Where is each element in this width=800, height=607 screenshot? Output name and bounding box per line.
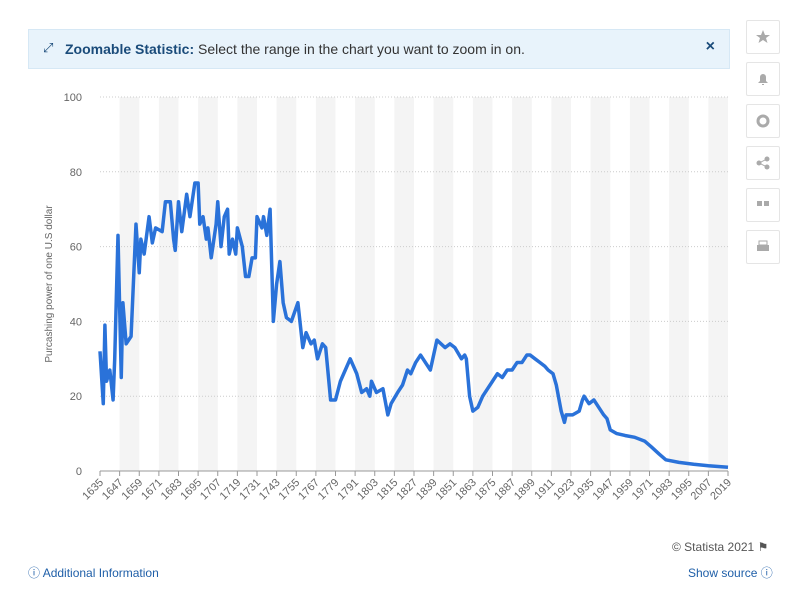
banner-message: Select the range in the chart you want t… [198,41,525,57]
zoom-icon: ⤢ [43,40,54,55]
alert-button[interactable] [746,62,780,96]
x-tick-label: 1827 [394,477,420,503]
favorite-button[interactable] [746,20,780,54]
share-button[interactable] [746,146,780,180]
column-band [708,97,728,471]
x-tick-label: 1815 [375,477,401,503]
banner-title: Zoomable Statistic: [65,41,195,57]
column-band [433,97,454,471]
x-tick-label: 1887 [492,477,518,503]
column-band [198,97,218,471]
x-tick-label: 1995 [669,477,695,503]
x-tick-label: 1959 [610,477,636,503]
y-tick-label: 80 [70,167,82,179]
banner-text: Zoomable Statistic: Select the range in … [65,41,525,57]
zoom-banner: ⤢ Zoomable Statistic: Select the range i… [28,29,730,69]
additional-info-link[interactable]: ⓘ Additional Information [28,566,159,580]
close-button[interactable]: × [705,38,715,55]
x-tick-label: 1863 [453,477,479,503]
column-band [512,97,532,471]
show-source-link[interactable]: Show source ⓘ [688,566,773,580]
settings-button[interactable] [746,104,780,138]
x-tick-label: 1755 [277,477,303,503]
y-axis-label: Purcashing power of one U.S dollar [44,205,55,363]
x-tick-label: 1683 [159,477,185,503]
x-tick-label: 1671 [139,477,165,503]
column-band [551,97,571,471]
x-tick-label: 1647 [100,477,126,503]
x-tick-label: 1971 [630,477,656,503]
x-tick-label: 1791 [335,477,361,503]
copyright-text: © Statista 2021 [672,540,755,554]
x-tick-label: 1899 [512,477,538,503]
x-tick-label: 1731 [237,477,263,503]
x-tick-label: 1707 [198,477,224,503]
x-tick-label: 1767 [296,477,322,503]
column-band [355,97,375,471]
x-tick-label: 1719 [218,477,244,503]
x-tick-label: 1935 [571,477,597,503]
x-tick-label: 1743 [257,477,283,503]
cite-button[interactable] [746,188,780,222]
x-tick-label: 1839 [414,477,440,503]
x-tick-label: 1851 [434,477,460,503]
copyright: © Statista 2021 ⚑ [672,540,769,554]
x-tick-label: 1695 [178,477,204,503]
x-tick-label: 1923 [551,477,577,503]
y-tick-label: 40 [70,316,82,328]
column-band [394,97,414,471]
x-tick-label: 1983 [649,477,675,503]
x-tick-label: 2007 [689,477,715,503]
y-tick-label: 100 [64,92,82,104]
data-line [98,181,729,470]
y-tick-label: 0 [76,466,82,478]
column-band [158,97,179,471]
x-tick-label: 2019 [708,477,734,503]
y-tick-label: 20 [70,391,82,403]
x-tick-label: 1947 [591,477,617,503]
x-tick-label: 1803 [355,477,381,503]
column-band [669,97,689,471]
x-tick-label: 1659 [120,477,146,503]
column-band [237,97,257,471]
column-band [590,97,611,471]
column-band [276,97,297,471]
y-tick-label: 60 [70,242,82,254]
chart: Purcashing power of one U.S dollar 0 20 40… [44,92,734,503]
x-tick-label: 1635 [80,477,106,503]
column-band [119,97,140,471]
x-tick-label: 1911 [532,477,557,502]
column-band [629,97,650,471]
column-band [472,97,493,471]
show-source-text: Show source [688,566,758,580]
additional-info-text: Additional Information [42,566,159,580]
print-button[interactable] [746,230,780,264]
x-tick-label: 1779 [316,477,342,503]
x-tick-label: 1875 [473,477,499,503]
column-band [315,97,336,471]
